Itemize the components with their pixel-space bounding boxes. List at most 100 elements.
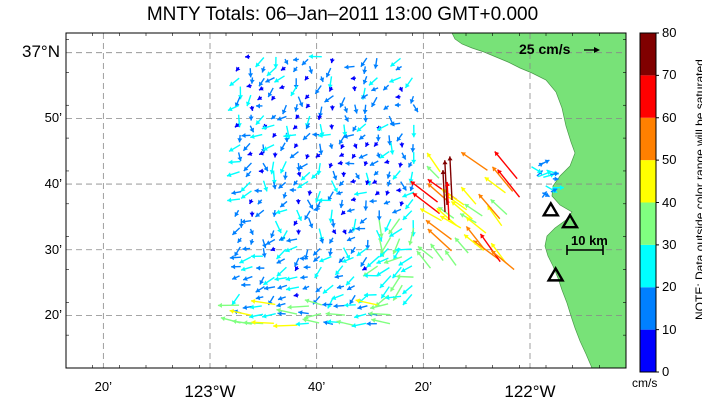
current-vector [334, 265, 344, 276]
current-vector [490, 242, 507, 264]
frame-ticks [65, 33, 627, 369]
current-vector [304, 210, 311, 221]
current-vector [400, 181, 407, 191]
current-vector [258, 86, 264, 91]
current-vector [400, 265, 413, 273]
current-vector [390, 57, 401, 67]
current-vector [531, 166, 543, 174]
current-vector [464, 203, 483, 217]
colorbar-segment [640, 75, 656, 118]
radar-site-marker [560, 212, 580, 229]
current-vector [276, 302, 286, 308]
current-vector [371, 96, 378, 108]
current-vector [304, 94, 310, 100]
current-vector [249, 228, 254, 236]
colorbar [639, 32, 659, 373]
current-vector [217, 302, 240, 308]
current-vector [340, 144, 345, 150]
current-vector [376, 267, 390, 277]
current-vector [273, 323, 298, 329]
current-vector [292, 124, 298, 130]
current-vector [261, 239, 267, 249]
current-vector [228, 159, 241, 165]
colorbar-tick-label: 40 [662, 194, 677, 210]
current-vector [272, 152, 278, 158]
colorbar-segment [640, 244, 656, 288]
current-vector [385, 295, 402, 301]
current-vector [301, 58, 309, 66]
current-vector [227, 197, 241, 203]
current-vector [292, 57, 299, 63]
current-vector [341, 256, 354, 263]
current-vector [315, 286, 323, 293]
current-vector [342, 124, 348, 137]
current-vector [269, 161, 275, 175]
current-vector [407, 161, 413, 168]
colorbar-segment [640, 202, 656, 245]
colorbar-note: NOTE: Data outside color range will be s… [693, 55, 702, 320]
current-vector [355, 226, 366, 232]
current-vector [262, 144, 275, 151]
current-vector [333, 303, 345, 309]
current-vector [315, 190, 321, 204]
current-vector [241, 219, 252, 224]
current-vector [490, 250, 515, 271]
current-vector [383, 256, 403, 265]
current-vector [304, 298, 323, 306]
current-vector [348, 228, 355, 234]
colorbar-tick-label: 10 [662, 321, 677, 337]
current-vector [261, 248, 267, 258]
current-vector [311, 170, 321, 180]
current-vector [402, 210, 413, 221]
current-vector [427, 228, 452, 252]
current-vector [285, 276, 298, 282]
current-vector [270, 95, 276, 101]
current-vector [231, 190, 242, 196]
current-vector [339, 152, 345, 158]
current-vector [276, 115, 287, 121]
current-vector [312, 132, 320, 138]
current-vector [231, 264, 241, 270]
current-vector [351, 322, 367, 328]
current-vector [248, 68, 254, 78]
current-vector [552, 176, 559, 182]
current-vector [371, 317, 391, 325]
current-vector [229, 308, 253, 317]
current-vector [376, 257, 389, 265]
current-vector [235, 66, 241, 72]
current-vector [399, 142, 405, 148]
latitude-label: 50’ [44, 110, 62, 126]
current-vector [229, 77, 240, 87]
radar-site-marker [546, 266, 565, 282]
current-vector [369, 198, 377, 204]
current-vector [395, 94, 401, 100]
current-vector [363, 115, 369, 123]
scale-bar-label: 10 km [571, 233, 608, 248]
current-vector [245, 54, 251, 60]
current-vector [325, 311, 345, 317]
current-vector [389, 76, 402, 83]
current-vector [386, 179, 392, 187]
current-vector [379, 150, 390, 159]
current-vector [256, 265, 265, 271]
current-vector [369, 160, 379, 167]
current-vector [329, 105, 335, 111]
radar-site-marker [541, 200, 560, 217]
current-vector [362, 104, 368, 114]
current-vector [296, 171, 302, 177]
current-vector [293, 143, 299, 149]
current-vector [322, 284, 334, 295]
current-vector [328, 86, 334, 92]
current-vector [338, 180, 345, 187]
current-vector [265, 77, 275, 83]
map-frame-border [65, 32, 627, 369]
current-vector [383, 105, 390, 111]
colorbar-tick-label: 70 [662, 67, 677, 83]
current-vector [491, 166, 514, 192]
current-vector [297, 180, 309, 189]
current-vector [249, 211, 255, 217]
current-vector [293, 104, 299, 112]
current-vector [240, 266, 253, 272]
current-vector [404, 199, 414, 210]
